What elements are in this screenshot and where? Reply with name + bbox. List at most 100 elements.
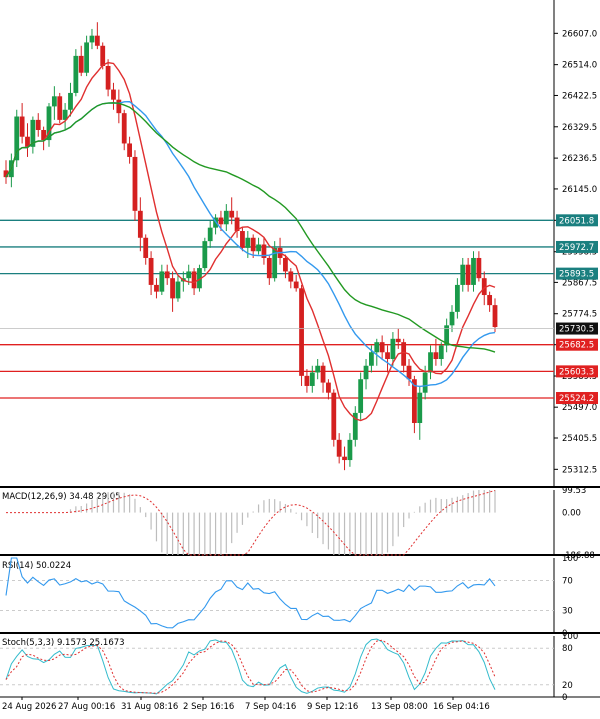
candle-body <box>272 247 278 279</box>
candle-body <box>406 365 412 380</box>
candle-body <box>293 281 299 289</box>
candle-body <box>460 264 466 285</box>
candle-body <box>347 439 353 461</box>
level-label: 25524.2 <box>559 394 594 404</box>
candle-body <box>46 106 52 141</box>
x-tick-label: 13 Sep 08:00 <box>371 702 428 712</box>
candle-body <box>363 365 369 380</box>
candle-body <box>428 352 433 373</box>
stochastic-panel: Stoch(5,3,3) 9.1573 25.1673 100 80 20 0 <box>0 632 600 703</box>
candle-body <box>143 237 149 258</box>
macd-panel: MACD(12,26,9) 34.48 29.05 99.53 0.00 -186.8… <box>0 486 600 561</box>
candle-body <box>41 129 47 141</box>
candle-body <box>309 372 315 386</box>
candle-body <box>164 271 170 279</box>
price-y-tick-label: 25497.0 <box>562 403 597 413</box>
candle-body <box>223 210 229 225</box>
candle-body <box>94 35 100 46</box>
candle-body <box>481 278 487 296</box>
candle-body <box>62 109 68 120</box>
candle-body <box>148 257 154 285</box>
candle-body <box>186 271 192 279</box>
rsi-label: RSI(14) 50.0224 <box>2 561 71 571</box>
candle-body <box>84 42 90 73</box>
level-label: 25603.3 <box>559 367 594 377</box>
candle-body <box>14 116 20 161</box>
last-price-label: 25730.5 <box>559 325 594 335</box>
price-y-tick-label: 26514.0 <box>562 61 597 71</box>
candle-body <box>283 257 288 272</box>
x-tick-label: 9 Sep 12:16 <box>307 702 358 712</box>
x-tick-label: 31 Aug 08:16 <box>121 702 178 712</box>
candle-body <box>433 352 439 360</box>
x-tick-label: 27 Aug 00:16 <box>58 702 115 712</box>
candle-body <box>25 136 30 147</box>
macd-y-tick-label: 0.00 <box>562 509 581 519</box>
candle-body <box>369 352 374 366</box>
candle-body <box>342 456 347 461</box>
rsi-line <box>5 557 496 629</box>
stoch-y-tick-label: 80 <box>562 644 573 654</box>
last-price-box <box>556 322 598 335</box>
x-tick-label: 16 Sep 04:16 <box>433 702 490 712</box>
candle-body <box>51 96 57 107</box>
price-y-tick-label: 26236.5 <box>562 154 597 164</box>
candle-body <box>374 342 380 353</box>
stoch-y-tick-label: 100 <box>562 632 578 642</box>
x-axis: 24 Aug 2026 27 Aug 00:16 31 Aug 08:16 2 Sep… <box>2 697 490 712</box>
candle-body <box>476 257 482 279</box>
price-y-tick-label: 26422.5 <box>562 91 597 101</box>
candle-body <box>465 264 471 285</box>
candle-body <box>159 271 165 292</box>
ma-line-1 <box>5 61 496 422</box>
candle-body <box>137 210 143 238</box>
candle-body <box>320 365 326 383</box>
candle-body <box>395 338 401 343</box>
candle-body <box>385 352 390 360</box>
candle-body <box>175 281 181 299</box>
candle-body <box>492 305 498 328</box>
candle-body <box>19 116 25 137</box>
macd-y-tick-label: 99.53 <box>562 486 586 496</box>
candle-body <box>111 89 116 100</box>
candle-body <box>154 284 159 292</box>
ma-line-3 <box>5 102 496 353</box>
candle-body <box>417 392 423 424</box>
candle-body <box>438 345 444 360</box>
candle-body <box>449 311 455 326</box>
rsi-y-tick-label: 70 <box>562 577 573 587</box>
price-y-tick-label: 26607.0 <box>562 29 597 39</box>
price-y-tick-label: 25405.5 <box>562 434 597 444</box>
stoch-d-line <box>5 639 496 694</box>
candle-body <box>390 338 396 360</box>
level-label-box <box>556 267 598 280</box>
candle-body <box>127 143 132 157</box>
level-label: 25682.5 <box>559 341 594 351</box>
price-panel: 26607.0 26514.0 26422.5 26329.5 26236.5 26145… <box>0 0 600 488</box>
candle-body <box>454 284 460 312</box>
candle-body <box>336 439 342 457</box>
candle-body <box>444 325 450 346</box>
candle-body <box>422 372 428 393</box>
candle-body <box>234 217 240 232</box>
candle-body <box>78 55 84 73</box>
candle-body <box>191 271 197 289</box>
candle-body <box>288 271 294 282</box>
level-label-box <box>556 392 598 405</box>
level-label: 26051.8 <box>559 216 594 226</box>
level-label-box <box>556 214 598 227</box>
price-y-tick-label: 25867.5 <box>562 278 597 288</box>
candle-body <box>105 65 111 90</box>
rsi-y-tick-label: 100 <box>562 554 578 564</box>
candle-body <box>261 244 267 258</box>
x-tick-label: 7 Sep 04:16 <box>245 702 296 712</box>
candle-body <box>352 412 358 440</box>
macd-signal-line <box>6 490 496 556</box>
candle-body <box>35 119 41 130</box>
candle-body <box>315 365 321 373</box>
candle-body <box>3 170 9 178</box>
candle-body <box>100 45 106 66</box>
stoch-y-tick-label: 0 <box>562 693 567 703</box>
price-plot-area <box>0 0 554 487</box>
